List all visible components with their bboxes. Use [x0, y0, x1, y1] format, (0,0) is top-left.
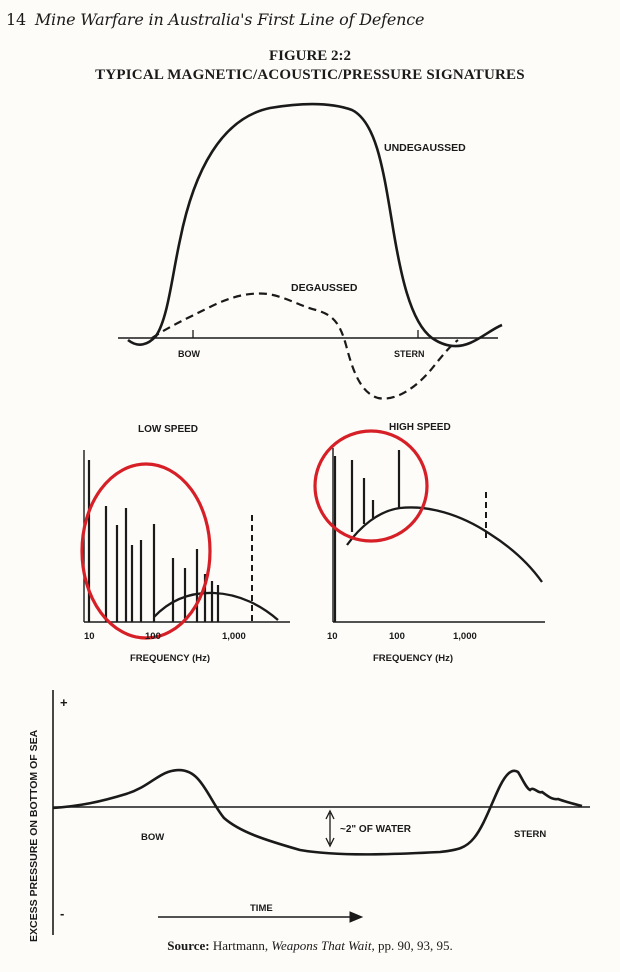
pressure-plus: +: [60, 695, 68, 710]
degaussed-label: DEGAUSSED: [291, 282, 358, 294]
high-speed-chart: [313, 429, 545, 623]
depth-arrow-top-head: [325, 809, 335, 820]
magnetic-signature: [118, 102, 503, 400]
high-tick-100: 100: [389, 631, 405, 642]
low-tick-100: 100: [145, 631, 161, 642]
source-lead: Source:: [167, 938, 210, 953]
high-highlight-circle: [313, 429, 429, 543]
source-author: Hartmann,: [212, 938, 269, 953]
running-title: Mine Warfare in Australia's First Line o…: [34, 10, 425, 29]
depth-arrow-bottom-head: [325, 837, 335, 848]
low-tick-1000: 1,000: [222, 631, 246, 642]
low-tick-10: 10: [84, 631, 95, 642]
source-citation: Source: Hartmann, Weapons That Wait, pp.…: [0, 938, 620, 954]
running-head: 14 Mine Warfare in Australia's First Lin…: [6, 10, 424, 29]
low-broadband-curve: [153, 591, 279, 621]
low-frequency-label: FREQUENCY (Hz): [130, 653, 210, 664]
pressure-bow-label: BOW: [141, 832, 164, 843]
undegaussed-label: UNDEGAUSSED: [384, 142, 466, 154]
degaussed-curve: [151, 292, 459, 400]
figure-title: TYPICAL MAGNETIC/ACOUSTIC/PRESSURE SIGNA…: [95, 67, 525, 83]
source-book: Weapons That Wait,: [271, 938, 375, 953]
low-spectral-lines: [87, 460, 220, 622]
low-speed-chart: [80, 450, 290, 640]
high-broadband-curve: [346, 506, 543, 583]
stern-label: STERN: [394, 349, 425, 359]
pressure-curve: [52, 768, 583, 856]
figure-number: FIGURE 2:2: [268, 48, 352, 64]
low-speed-title: LOW SPEED: [138, 424, 198, 435]
pressure-signature: [52, 690, 590, 935]
pressure-ylabel: EXCESS PRESSURE ON BOTTOM OF SEA: [28, 729, 40, 942]
time-arrow-head: [349, 911, 364, 923]
page-number: 14: [6, 10, 26, 29]
high-speed-title: HIGH SPEED: [389, 422, 451, 433]
bow-label: BOW: [178, 349, 201, 359]
pressure-minus: -: [60, 906, 64, 921]
high-frequency-label: FREQUENCY (Hz): [373, 653, 453, 664]
time-label: TIME: [250, 903, 273, 914]
source-pages: pp. 90, 93, 95.: [378, 938, 453, 953]
pressure-stern-label: STERN: [514, 829, 546, 840]
low-highlight-circle: [80, 462, 212, 640]
high-spectral-lines: [333, 450, 401, 622]
high-tick-1000: 1,000: [453, 631, 477, 642]
depth-note: ~2" OF WATER: [340, 824, 412, 835]
high-tick-10: 10: [327, 631, 338, 642]
undegaussed-curve: [127, 102, 503, 348]
